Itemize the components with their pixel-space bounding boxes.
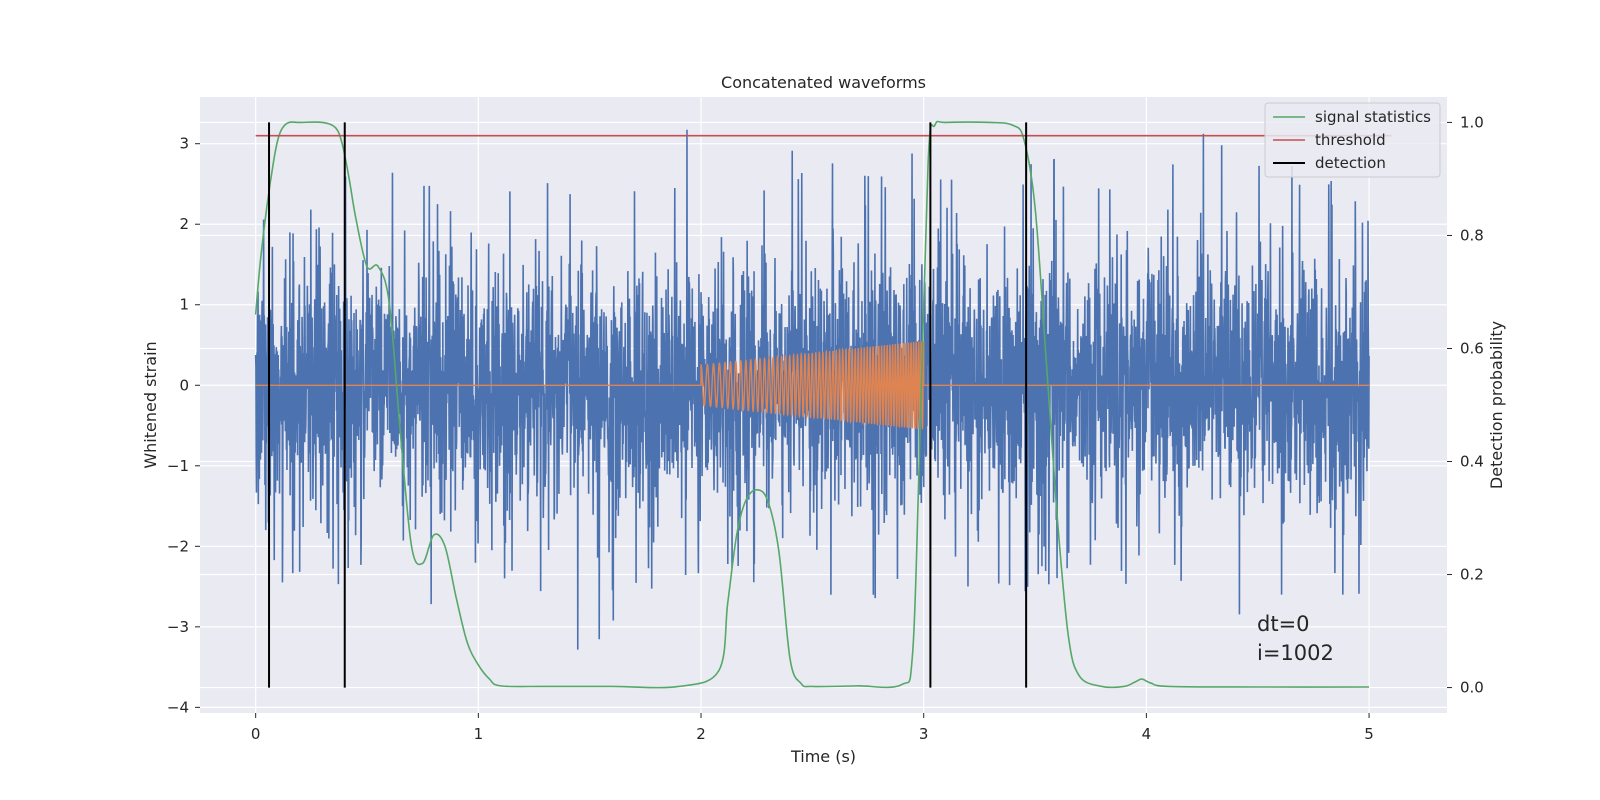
y2-tick-label: 0.2 [1460,566,1484,584]
legend-label: threshold [1315,131,1386,149]
x-tick-label: 2 [696,725,706,743]
x-axis-label: Time (s) [790,747,856,766]
detection-lines [268,122,1028,688]
y-tick-label: 0 [179,376,189,394]
y-tick-label: −3 [167,618,189,636]
y2-tick-label: 0.4 [1460,453,1484,471]
x-tick-label: 4 [1142,725,1152,743]
annotation-dt: dt=0 [1257,612,1310,636]
y2-tick-label: 0.8 [1460,226,1484,244]
legend-box [1264,102,1441,178]
y-axis-label: Whitened strain [141,341,160,468]
y2-axis-label: Detection probability [1487,321,1506,489]
y-tick-label: 2 [179,215,189,233]
annotation-i: i=1002 [1257,641,1334,665]
x-tick-label: 5 [1364,725,1374,743]
y2-tick-label: 0.0 [1460,679,1484,697]
legend-label: signal statistics [1315,108,1431,126]
axes-ticks: 0 1 2 3 4 5 −4 −3 −2 −1 0 1 2 3 0.0 0.2 0.4 0.6 0.8 1.0 [167,113,1484,743]
signal-statistics-series [254,120,1370,689]
y2-tick-label: 1.0 [1460,113,1484,131]
y2-tick-label: 0.6 [1460,339,1484,357]
y-tick-label: −4 [167,698,189,716]
injected-chirp-series [255,340,1370,430]
y-tick-label: −2 [167,537,189,555]
y-tick-label: 3 [179,135,189,153]
legend-label: detection [1315,154,1386,172]
x-tick-label: 3 [919,725,929,743]
legend: signal statistics threshold detection [1264,102,1441,178]
whitened-strain-series [254,129,1370,650]
x-tick-label: 0 [251,725,261,743]
plot-series [254,120,1392,689]
x-tick-label: 1 [474,725,484,743]
y-tick-label: 1 [179,296,189,314]
y-tick-label: −1 [167,457,189,475]
chart-title: Concatenated waveforms [721,73,926,92]
